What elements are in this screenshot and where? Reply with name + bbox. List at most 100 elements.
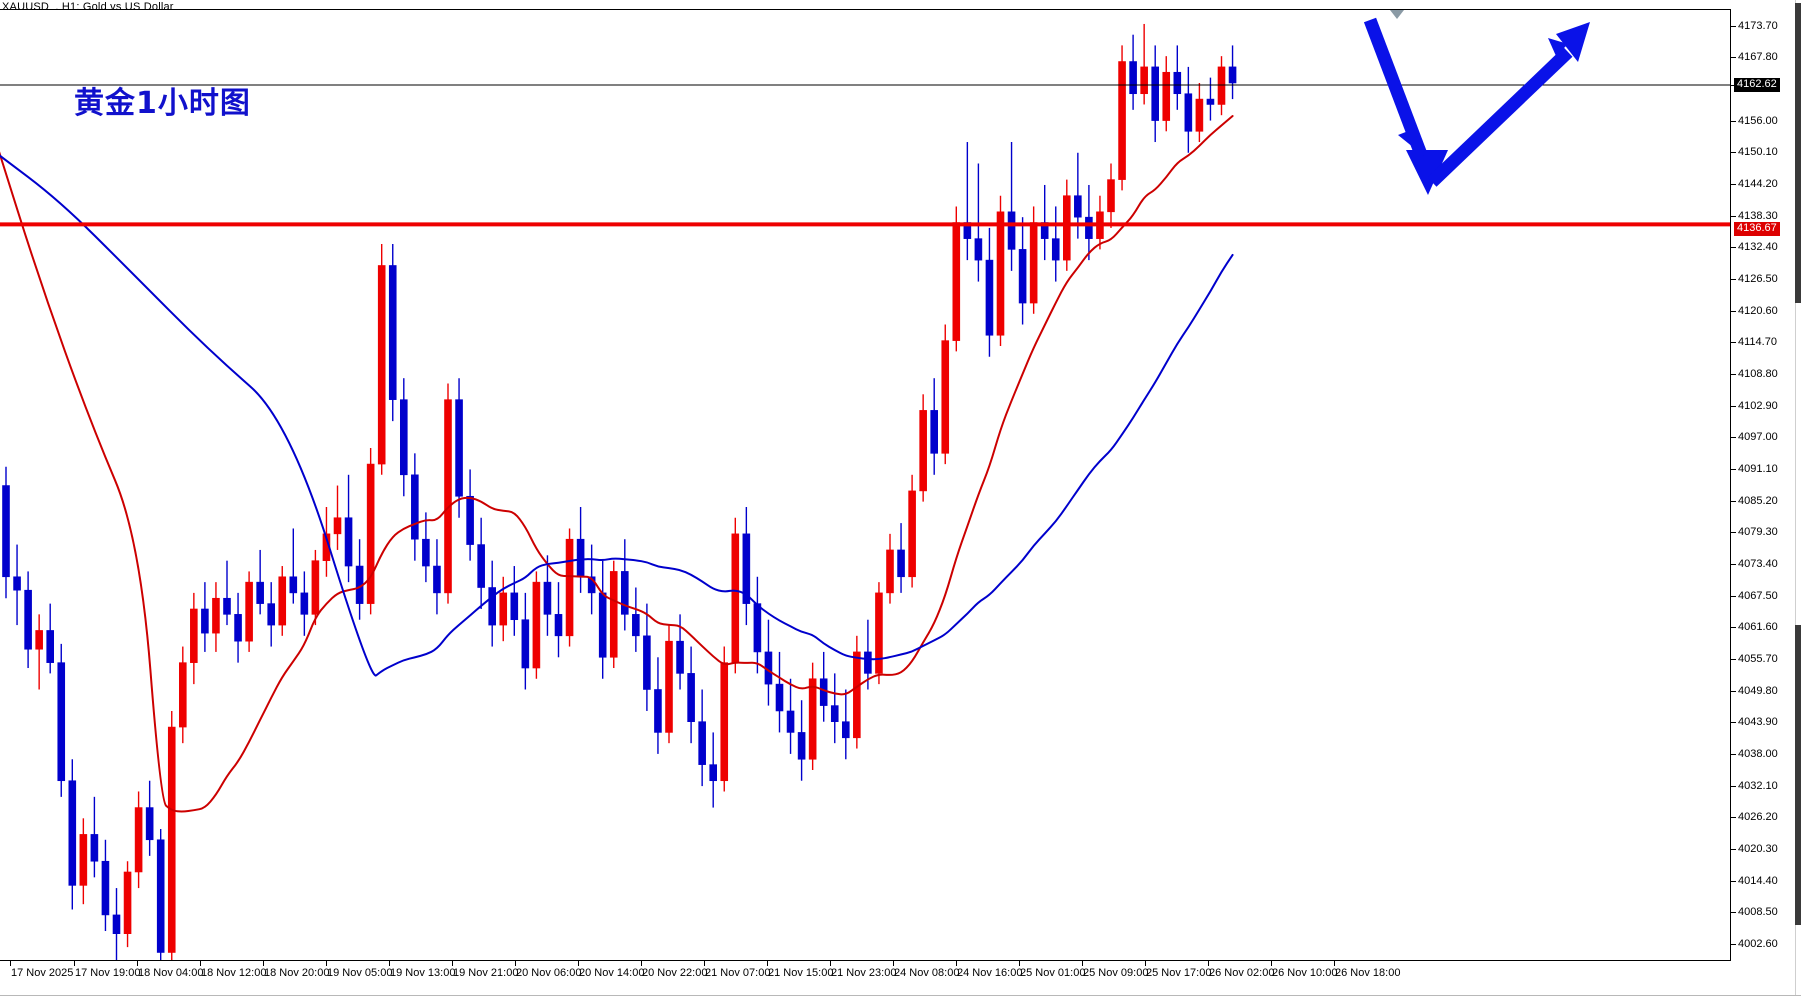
time-tick — [1334, 961, 1335, 966]
time-axis-label: 19 Nov 21:00 — [453, 967, 519, 979]
price-tick — [1731, 437, 1736, 439]
price-tick — [1731, 405, 1736, 407]
price-tick — [1731, 912, 1736, 914]
down-forecast-arrow — [1363, 17, 1448, 195]
time-axis-label: 20 Nov 22:00 — [642, 967, 708, 979]
price-tick — [1731, 247, 1736, 249]
price-tick — [1731, 120, 1736, 122]
price-axis-label: 4156.00 — [1738, 114, 1778, 127]
price-axis-label: 4173.70 — [1738, 19, 1778, 32]
price-axis-label: 4038.00 — [1738, 747, 1778, 760]
price-axis-label: 4079.30 — [1738, 526, 1778, 539]
price-axis-label: 4049.80 — [1738, 684, 1778, 697]
price-tick — [1731, 373, 1736, 375]
price-axis-label: 4085.20 — [1738, 494, 1778, 507]
price-axis-label: 4032.10 — [1738, 779, 1778, 792]
time-tick — [326, 961, 327, 966]
time-tick — [452, 961, 453, 966]
price-tick — [1731, 627, 1736, 629]
time-tick — [830, 961, 831, 966]
price-tick — [1731, 722, 1736, 724]
time-tick — [389, 961, 390, 966]
time-axis-label: 25 Nov 17:00 — [1146, 967, 1212, 979]
time-tick — [263, 961, 264, 966]
price-axis-label: 4061.60 — [1738, 621, 1778, 634]
time-axis-label: 19 Nov 13:00 — [390, 967, 456, 979]
price-tick — [1731, 785, 1736, 787]
price-tick — [1731, 500, 1736, 502]
time-axis-label: 18 Nov 04:00 — [138, 967, 204, 979]
candlestick-series — [2, 23, 1237, 960]
time-axis[interactable]: 17 Nov 2025 17 Nov 19:00 18 Nov 04:00 18 No… — [0, 961, 1731, 996]
time-axis-label: 26 Nov 02:00 — [1209, 967, 1275, 979]
price-tick — [1731, 943, 1736, 945]
time-axis-label: 18 Nov 20:00 — [264, 967, 330, 979]
time-axis-label: 21 Nov 15:00 — [768, 967, 834, 979]
price-axis-label: 4150.10 — [1738, 146, 1778, 159]
time-tick — [137, 961, 138, 966]
time-axis-label: 20 Nov 14:00 — [579, 967, 645, 979]
time-tick — [1208, 961, 1209, 966]
time-axis-label: 26 Nov 18:00 — [1335, 967, 1401, 979]
time-tick — [956, 961, 957, 966]
chart-canvas — [0, 10, 1731, 960]
price-axis-label: 4108.80 — [1738, 367, 1778, 380]
moving-average-slow — [0, 154, 1234, 677]
time-axis-label: 24 Nov 16:00 — [957, 967, 1023, 979]
time-tick — [767, 961, 768, 966]
price-tick — [1731, 563, 1736, 565]
price-tick — [1731, 85, 1736, 87]
vertical-scrollbar-track[interactable] — [1795, 0, 1801, 996]
time-tick — [1082, 961, 1083, 966]
time-tick — [515, 961, 516, 966]
chart-marker-icon — [1390, 10, 1404, 19]
time-axis-label: 17 Nov 2025 — [11, 967, 74, 979]
price-axis-label: 4073.40 — [1738, 557, 1778, 570]
price-tick — [1731, 848, 1736, 850]
price-tick — [1731, 658, 1736, 660]
price-axis-label: 4138.30 — [1738, 209, 1778, 222]
price-tick — [1731, 880, 1736, 882]
time-axis-label: 21 Nov 23:00 — [831, 967, 897, 979]
price-axis[interactable]: 4173.70 4167.80 4162.62 4156.00 4150.10 4144.… — [1731, 0, 1801, 975]
price-axis-label: 4102.90 — [1738, 399, 1778, 412]
time-tick — [1271, 961, 1272, 966]
up-forecast-arrow — [1427, 22, 1590, 187]
time-axis-label: 20 Nov 06:00 — [516, 967, 582, 979]
chinese-annotation-label: 黄金1小时图 — [74, 86, 251, 121]
price-tick — [1731, 753, 1736, 755]
time-tick — [893, 961, 894, 966]
price-axis-label: 4014.40 — [1738, 874, 1778, 887]
time-axis-label: 24 Nov 08:00 — [894, 967, 960, 979]
plot-right-border — [1730, 10, 1731, 960]
chart-plot-area[interactable] — [0, 10, 1731, 960]
price-axis-label: 4097.00 — [1738, 431, 1778, 444]
time-tick — [1145, 961, 1146, 966]
time-tick — [200, 961, 201, 966]
price-axis-label: 4167.80 — [1738, 51, 1778, 64]
price-axis-label: 4126.50 — [1738, 272, 1778, 285]
price-tick — [1731, 310, 1736, 312]
price-tick — [1731, 25, 1736, 27]
vertical-scrollbar-thumb-bottom[interactable] — [1795, 625, 1801, 925]
time-axis-label: 26 Nov 10:00 — [1272, 967, 1338, 979]
time-tick — [641, 961, 642, 966]
price-axis-label: 4020.30 — [1738, 842, 1778, 855]
current-price-label: 4162.62 — [1734, 78, 1780, 93]
price-axis-label: 4067.50 — [1738, 589, 1778, 602]
price-axis-label: 4002.60 — [1738, 937, 1778, 950]
price-tick — [1731, 57, 1736, 59]
time-axis-label: 25 Nov 01:00 — [1020, 967, 1086, 979]
price-tick — [1731, 152, 1736, 154]
time-axis-label: 21 Nov 07:00 — [705, 967, 771, 979]
price-axis-label: 4055.70 — [1738, 652, 1778, 665]
plot-bottom-border — [0, 960, 1731, 961]
time-axis-label: 19 Nov 05:00 — [327, 967, 393, 979]
price-tick — [1731, 278, 1736, 280]
time-axis-label: 18 Nov 12:00 — [201, 967, 267, 979]
price-tick — [1731, 690, 1736, 692]
vertical-scrollbar-thumb-top[interactable] — [1795, 3, 1801, 303]
price-tick — [1731, 595, 1736, 597]
price-axis-label: 4114.70 — [1738, 336, 1777, 349]
